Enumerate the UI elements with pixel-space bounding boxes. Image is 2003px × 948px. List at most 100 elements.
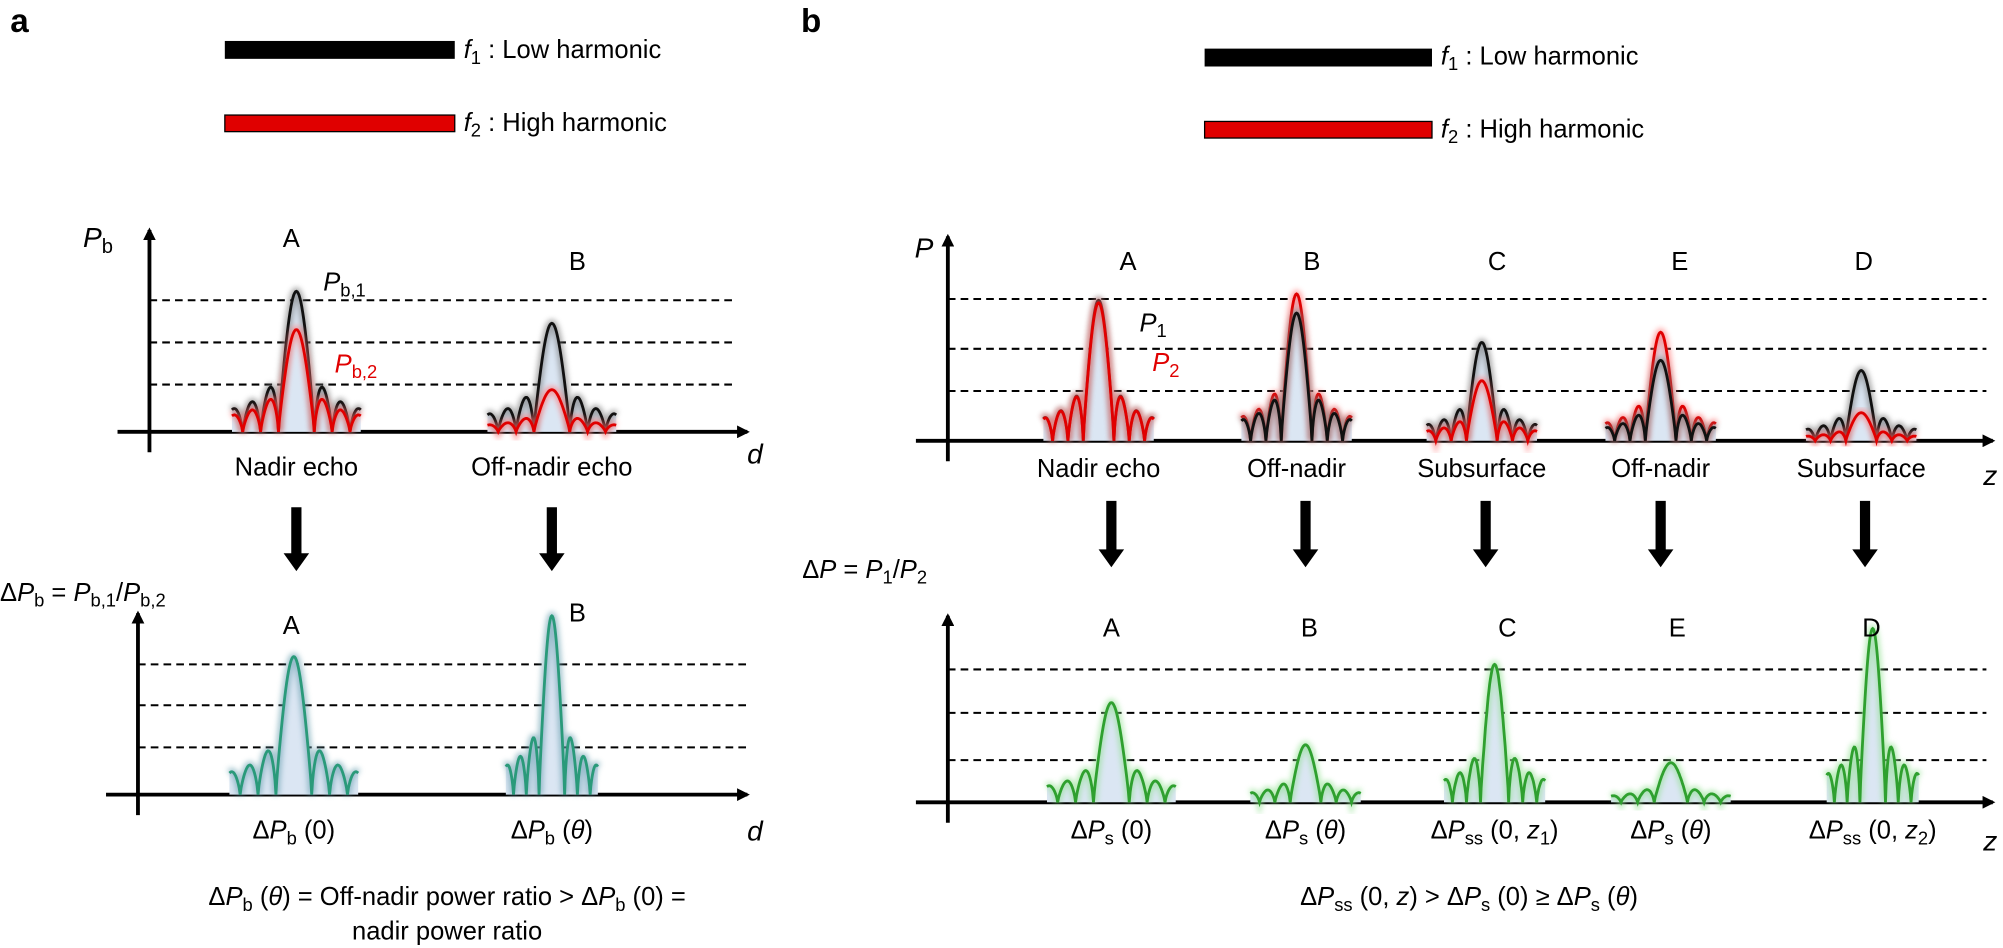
ratio-formula: ΔP = P1/P2 xyxy=(802,556,927,588)
peak-label: B xyxy=(1301,615,1318,643)
text-run: P xyxy=(73,579,90,607)
text-run: b,2 xyxy=(140,590,166,611)
text-run: P xyxy=(123,579,140,607)
text-run: P xyxy=(1826,816,1843,844)
peak-fill xyxy=(1806,370,1917,441)
text-run: 2 xyxy=(1448,126,1458,147)
text-run: (0, xyxy=(1353,883,1397,911)
text-run: P xyxy=(270,816,287,844)
text-run: = xyxy=(44,579,73,607)
text-run: 1 xyxy=(1540,827,1550,848)
text-run: P xyxy=(1088,816,1105,844)
text-run: b xyxy=(243,894,253,915)
legend-label: f1 : Low harmonic xyxy=(1441,42,1639,74)
legend-label: f2 : High harmonic xyxy=(464,109,667,141)
text-run: ( xyxy=(253,883,269,911)
text-run: P xyxy=(83,223,102,254)
peak-line xyxy=(1425,379,1538,447)
peak-label: B xyxy=(569,599,586,627)
peak-label: E xyxy=(1671,248,1688,276)
panel-label: a xyxy=(10,3,29,40)
text-run: ) xyxy=(584,816,593,844)
text-run: (0) xyxy=(1114,816,1152,844)
peak-caption: ΔPss (0, z2) xyxy=(1809,816,1937,848)
peak-label: D xyxy=(1855,248,1873,276)
text-run: z xyxy=(1904,816,1918,844)
text-run: Δ xyxy=(1265,816,1282,844)
text-run: P xyxy=(819,556,836,584)
peak-line xyxy=(1825,626,1920,803)
text-run: (0, xyxy=(1483,816,1527,844)
text-run: s xyxy=(1481,894,1490,915)
down-arrow xyxy=(1647,500,1674,568)
text-run: f xyxy=(1441,115,1451,143)
peak-annotation: Pb,2 xyxy=(335,350,378,382)
peak-caption: ΔPb (0) xyxy=(252,816,335,848)
text-run: θ xyxy=(1324,816,1338,844)
text-run: f xyxy=(464,36,474,64)
text-run: P xyxy=(528,816,545,844)
axis-label: d xyxy=(747,439,764,470)
text-run: b,1 xyxy=(90,590,116,611)
text-run: ) xyxy=(1550,816,1559,844)
peak-caption: Off-nadir xyxy=(1247,455,1346,483)
text-run: 1 xyxy=(1448,53,1458,74)
axis-label: d xyxy=(747,815,764,846)
peak-caption: Subsurface xyxy=(1797,455,1926,483)
text-run: s xyxy=(1105,827,1114,848)
text-run: / xyxy=(893,556,901,584)
peak-fill xyxy=(1443,664,1546,803)
peak-label: C xyxy=(1488,248,1506,276)
peak-line xyxy=(228,655,360,795)
text-run: P xyxy=(1448,816,1465,844)
peak-fill xyxy=(231,291,361,432)
text-run: Δ xyxy=(511,816,528,844)
peak-fill xyxy=(1241,293,1352,441)
peak-label: B xyxy=(569,248,586,276)
text-run: 2 xyxy=(1918,827,1928,848)
text-run: P xyxy=(915,233,934,264)
peak-label: E xyxy=(1669,615,1686,643)
peak-fill xyxy=(1611,762,1731,803)
text-run: ( xyxy=(555,816,571,844)
text-run: P xyxy=(1574,883,1591,911)
text-run: P xyxy=(900,556,917,584)
text-run: ) = Off-nadir power ratio > Δ xyxy=(282,883,598,911)
text-run: ( xyxy=(1600,883,1616,911)
peak-annotation: P1 xyxy=(1139,309,1166,341)
peak-line xyxy=(486,321,618,433)
axis-label: z xyxy=(1982,826,1997,857)
text-run: ss xyxy=(1334,894,1352,915)
peak-caption: Off-nadir echo xyxy=(471,454,632,482)
text-run: P xyxy=(323,268,340,296)
text-run: ( xyxy=(1308,816,1324,844)
peak-fill xyxy=(1043,300,1154,441)
text-run: ( xyxy=(1674,816,1690,844)
legend-label: f1 : Low harmonic xyxy=(464,36,662,68)
text-run: Δ xyxy=(252,816,269,844)
peak-label: C xyxy=(1498,615,1516,643)
text-run: P xyxy=(17,579,34,607)
text-run: s xyxy=(1591,894,1600,915)
text-run: 1 xyxy=(471,47,481,68)
legend-swatch xyxy=(224,40,455,59)
text-run: 2 xyxy=(917,567,927,588)
text-run: f xyxy=(1441,42,1451,70)
text-run: b xyxy=(545,827,555,848)
down-arrow xyxy=(1472,500,1499,568)
conclusion: ΔPss (0, z) > ΔPs (0) ≥ ΔPs (θ) xyxy=(1300,883,1638,915)
ratio-formula: ΔPb = Pb,1/Pb,2 xyxy=(0,579,166,611)
text-run: : High harmonic xyxy=(1458,115,1644,143)
text-run: ) xyxy=(1338,816,1347,844)
peak-label: A xyxy=(283,225,300,253)
text-run: (0, xyxy=(1861,816,1905,844)
text-run: 2 xyxy=(1169,360,1179,381)
text-run: f xyxy=(464,109,474,137)
text-run: s xyxy=(1299,827,1308,848)
peak-line xyxy=(1604,330,1717,442)
peak-fill xyxy=(1605,332,1716,441)
text-run: θ xyxy=(571,816,585,844)
peak-caption: Subsurface xyxy=(1417,455,1546,483)
down-arrow xyxy=(283,507,310,572)
